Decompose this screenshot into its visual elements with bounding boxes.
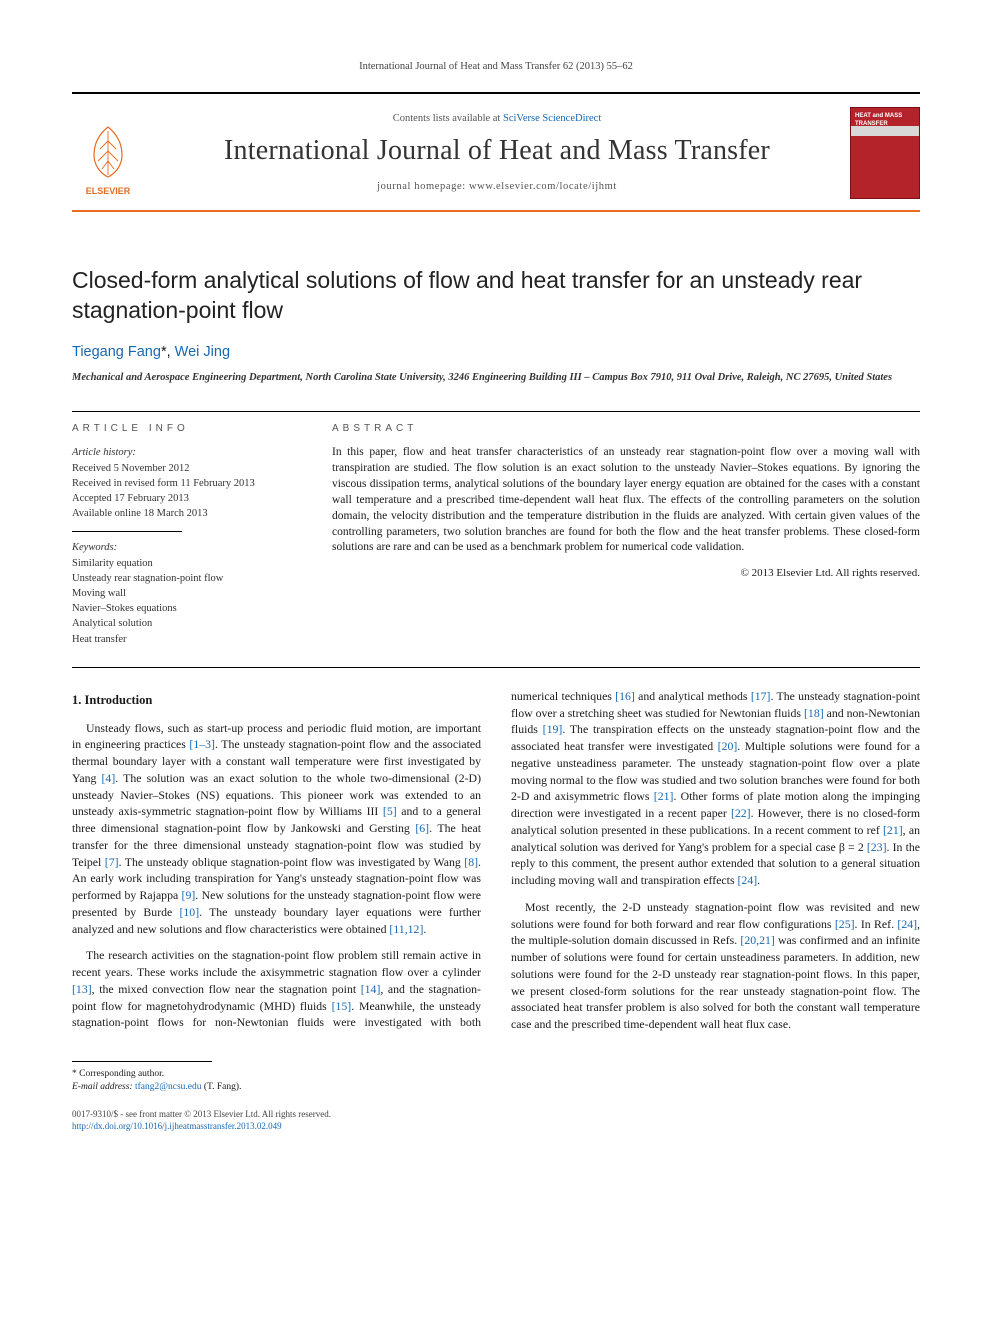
page-footer: 0017-9310/$ - see front matter © 2013 El… [72, 1108, 920, 1132]
keywords-label: Keywords: [72, 540, 298, 555]
author-separator: , [167, 344, 175, 360]
elsevier-label: ELSEVIER [86, 185, 131, 197]
body-text: 1. Introduction Unsteady flows, such as … [72, 688, 920, 1037]
section-heading-intro: 1. Introduction [72, 692, 481, 710]
author-link-secondary[interactable]: Wei Jing [175, 344, 230, 360]
sciencedirect-link[interactable]: SciVerse ScienceDirect [503, 113, 601, 124]
email-label: E-mail address: [72, 1082, 133, 1092]
doi-value: 10.1016/j.ijheatmasstransfer.2013.02.049 [133, 1121, 282, 1131]
author-email-link[interactable]: tfang2@ncsu.edu [135, 1082, 202, 1092]
corresponding-footnote: * Corresponding author. E-mail address: … [72, 1068, 920, 1094]
abstract-text: In this paper, flow and heat transfer ch… [332, 445, 920, 556]
abstract-heading: ABSTRACT [332, 422, 920, 436]
keyword: Unsteady rear stagnation-point flow [72, 571, 298, 586]
keyword: Similarity equation [72, 556, 298, 571]
homepage-line: journal homepage: www.elsevier.com/locat… [158, 180, 836, 194]
author-list: Tiegang Fang*, Wei Jing [72, 343, 920, 363]
article-info-heading: ARTICLE INFO [72, 422, 298, 436]
abstract-copyright: © 2013 Elsevier Ltd. All rights reserved… [332, 566, 920, 581]
history-line: Received in revised form 11 February 201… [72, 476, 298, 491]
keyword: Heat transfer [72, 632, 298, 647]
history-line: Accepted 17 February 2013 [72, 491, 298, 506]
doi-prefix: http://dx.doi.org/ [72, 1121, 133, 1131]
journal-masthead: ELSEVIER Contents lists available at Sci… [72, 92, 920, 212]
affiliation: Mechanical and Aerospace Engineering Dep… [72, 371, 920, 385]
corresponding-author-note: * Corresponding author. [72, 1068, 920, 1081]
doi-link[interactable]: http://dx.doi.org/10.1016/j.ijheatmasstr… [72, 1121, 282, 1131]
elsevier-tree-icon [80, 121, 136, 185]
issn-line: 0017-9310/$ - see front matter © 2013 El… [72, 1108, 920, 1120]
homepage-url[interactable]: www.elsevier.com/locate/ijhmt [469, 181, 617, 192]
article-title: Closed-form analytical solutions of flow… [72, 266, 920, 325]
journal-name: International Journal of Heat and Mass T… [158, 132, 836, 170]
divider [72, 411, 920, 412]
homepage-prefix: journal homepage: [377, 181, 469, 192]
footnote-rule [72, 1061, 212, 1062]
body-paragraph: Most recently, the 2-D unsteady stagnati… [511, 899, 920, 1033]
contents-prefix: Contents lists available at [393, 113, 503, 124]
history-line: Received 5 November 2012 [72, 461, 298, 476]
keyword: Moving wall [72, 586, 298, 601]
history-label: Article history: [72, 445, 298, 460]
running-head: International Journal of Heat and Mass T… [72, 60, 920, 74]
article-info-block: Article history: Received 5 November 201… [72, 445, 298, 647]
journal-cover-thumb: HEAT and MASS TRANSFER [850, 107, 920, 199]
divider [72, 667, 920, 668]
author-link-primary[interactable]: Tiegang Fang [72, 344, 161, 360]
history-line: Available online 18 March 2013 [72, 506, 298, 521]
cover-line-2: HEAT and MASS [855, 112, 915, 120]
keyword: Analytical solution [72, 616, 298, 631]
keyword: Navier–Stokes equations [72, 601, 298, 616]
body-paragraph: Unsteady flows, such as start-up process… [72, 720, 481, 938]
elsevier-logo: ELSEVIER [72, 109, 144, 197]
contents-available-line: Contents lists available at SciVerse Sci… [158, 112, 836, 126]
author-email-name: (T. Fang). [204, 1082, 242, 1092]
